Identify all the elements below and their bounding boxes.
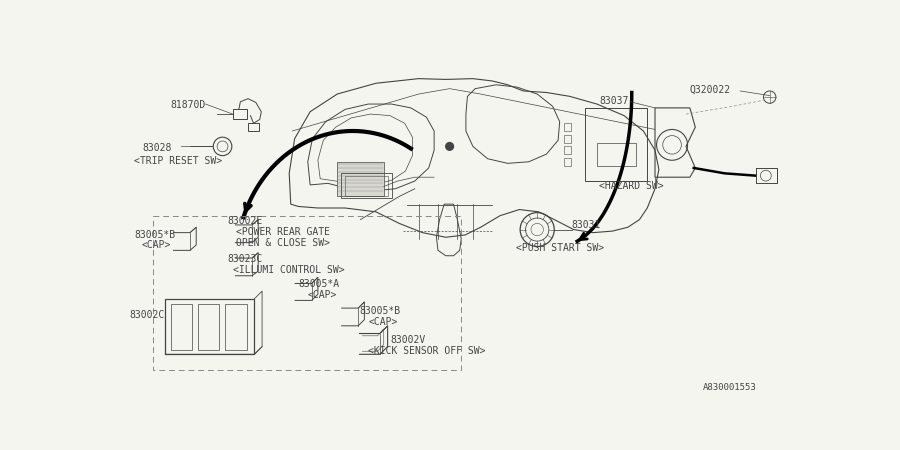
Text: 83023C: 83023C [227,254,263,264]
Text: <CAP>: <CAP> [142,240,171,250]
Text: <KICK SENSOR OFF SW>: <KICK SENSOR OFF SW> [368,346,486,356]
Text: <CAP>: <CAP> [368,316,398,327]
Text: 83005*B: 83005*B [134,230,176,239]
Bar [232,109,247,119]
Text: <PUSH START SW>: <PUSH START SW> [516,243,604,252]
Text: <TRIP RESET SW>: <TRIP RESET SW> [134,156,222,166]
Bar [345,176,388,196]
Text: 83028: 83028 [142,143,171,153]
Text: A830001553: A830001553 [703,383,757,392]
Bar [225,304,247,351]
Text: 81870D: 81870D [171,100,206,110]
Text: 83037: 83037 [599,96,628,106]
Bar [563,158,572,166]
Bar [338,162,383,197]
Bar [166,299,255,354]
Bar [198,304,220,351]
Text: <HAZARD SW>: <HAZARD SW> [599,181,664,191]
Bar [563,123,572,131]
Bar [248,123,259,131]
Text: OPEN & CLOSE SW>: OPEN & CLOSE SW> [237,238,330,248]
Circle shape [446,143,454,150]
Bar [563,135,572,143]
Text: 83002C: 83002C [130,310,165,320]
Bar [341,173,392,198]
Text: <CAP>: <CAP> [308,290,338,300]
Bar [585,108,647,181]
Text: 83002E: 83002E [227,216,263,226]
Text: 83002V: 83002V [390,335,425,345]
Bar [563,146,572,154]
Bar [171,304,193,351]
Bar [597,143,635,166]
Text: 83005*A: 83005*A [299,279,339,289]
Text: <ILLUMI CONTROL SW>: <ILLUMI CONTROL SW> [232,265,344,275]
Text: 83031: 83031 [572,220,600,230]
Text: <POWER REAR GATE: <POWER REAR GATE [237,227,330,237]
Text: Q320022: Q320022 [690,85,731,95]
Text: 83005*B: 83005*B [359,306,400,316]
